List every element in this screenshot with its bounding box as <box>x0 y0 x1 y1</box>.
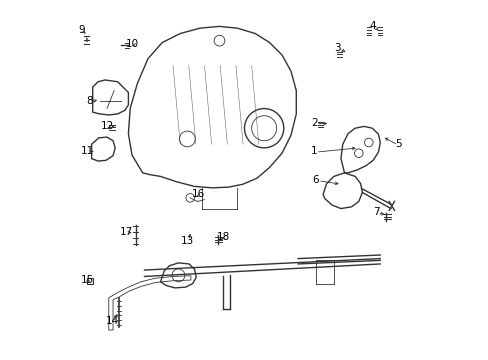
Text: 5: 5 <box>394 139 401 149</box>
Text: 6: 6 <box>312 175 319 185</box>
Text: 8: 8 <box>85 96 92 107</box>
Text: 12: 12 <box>100 121 113 131</box>
Text: 15: 15 <box>81 275 94 285</box>
Text: 16: 16 <box>191 189 204 199</box>
Text: 14: 14 <box>105 316 119 326</box>
Bar <box>86 278 93 284</box>
Text: 3: 3 <box>333 43 340 53</box>
Text: 7: 7 <box>373 207 379 217</box>
Text: 10: 10 <box>125 39 138 49</box>
Text: 1: 1 <box>310 147 317 157</box>
Text: 2: 2 <box>310 118 317 128</box>
Text: 9: 9 <box>79 25 85 35</box>
Text: 13: 13 <box>181 236 194 246</box>
Text: 11: 11 <box>81 147 94 157</box>
Text: 17: 17 <box>120 227 133 237</box>
Text: 4: 4 <box>369 21 376 31</box>
Text: 18: 18 <box>216 232 229 242</box>
